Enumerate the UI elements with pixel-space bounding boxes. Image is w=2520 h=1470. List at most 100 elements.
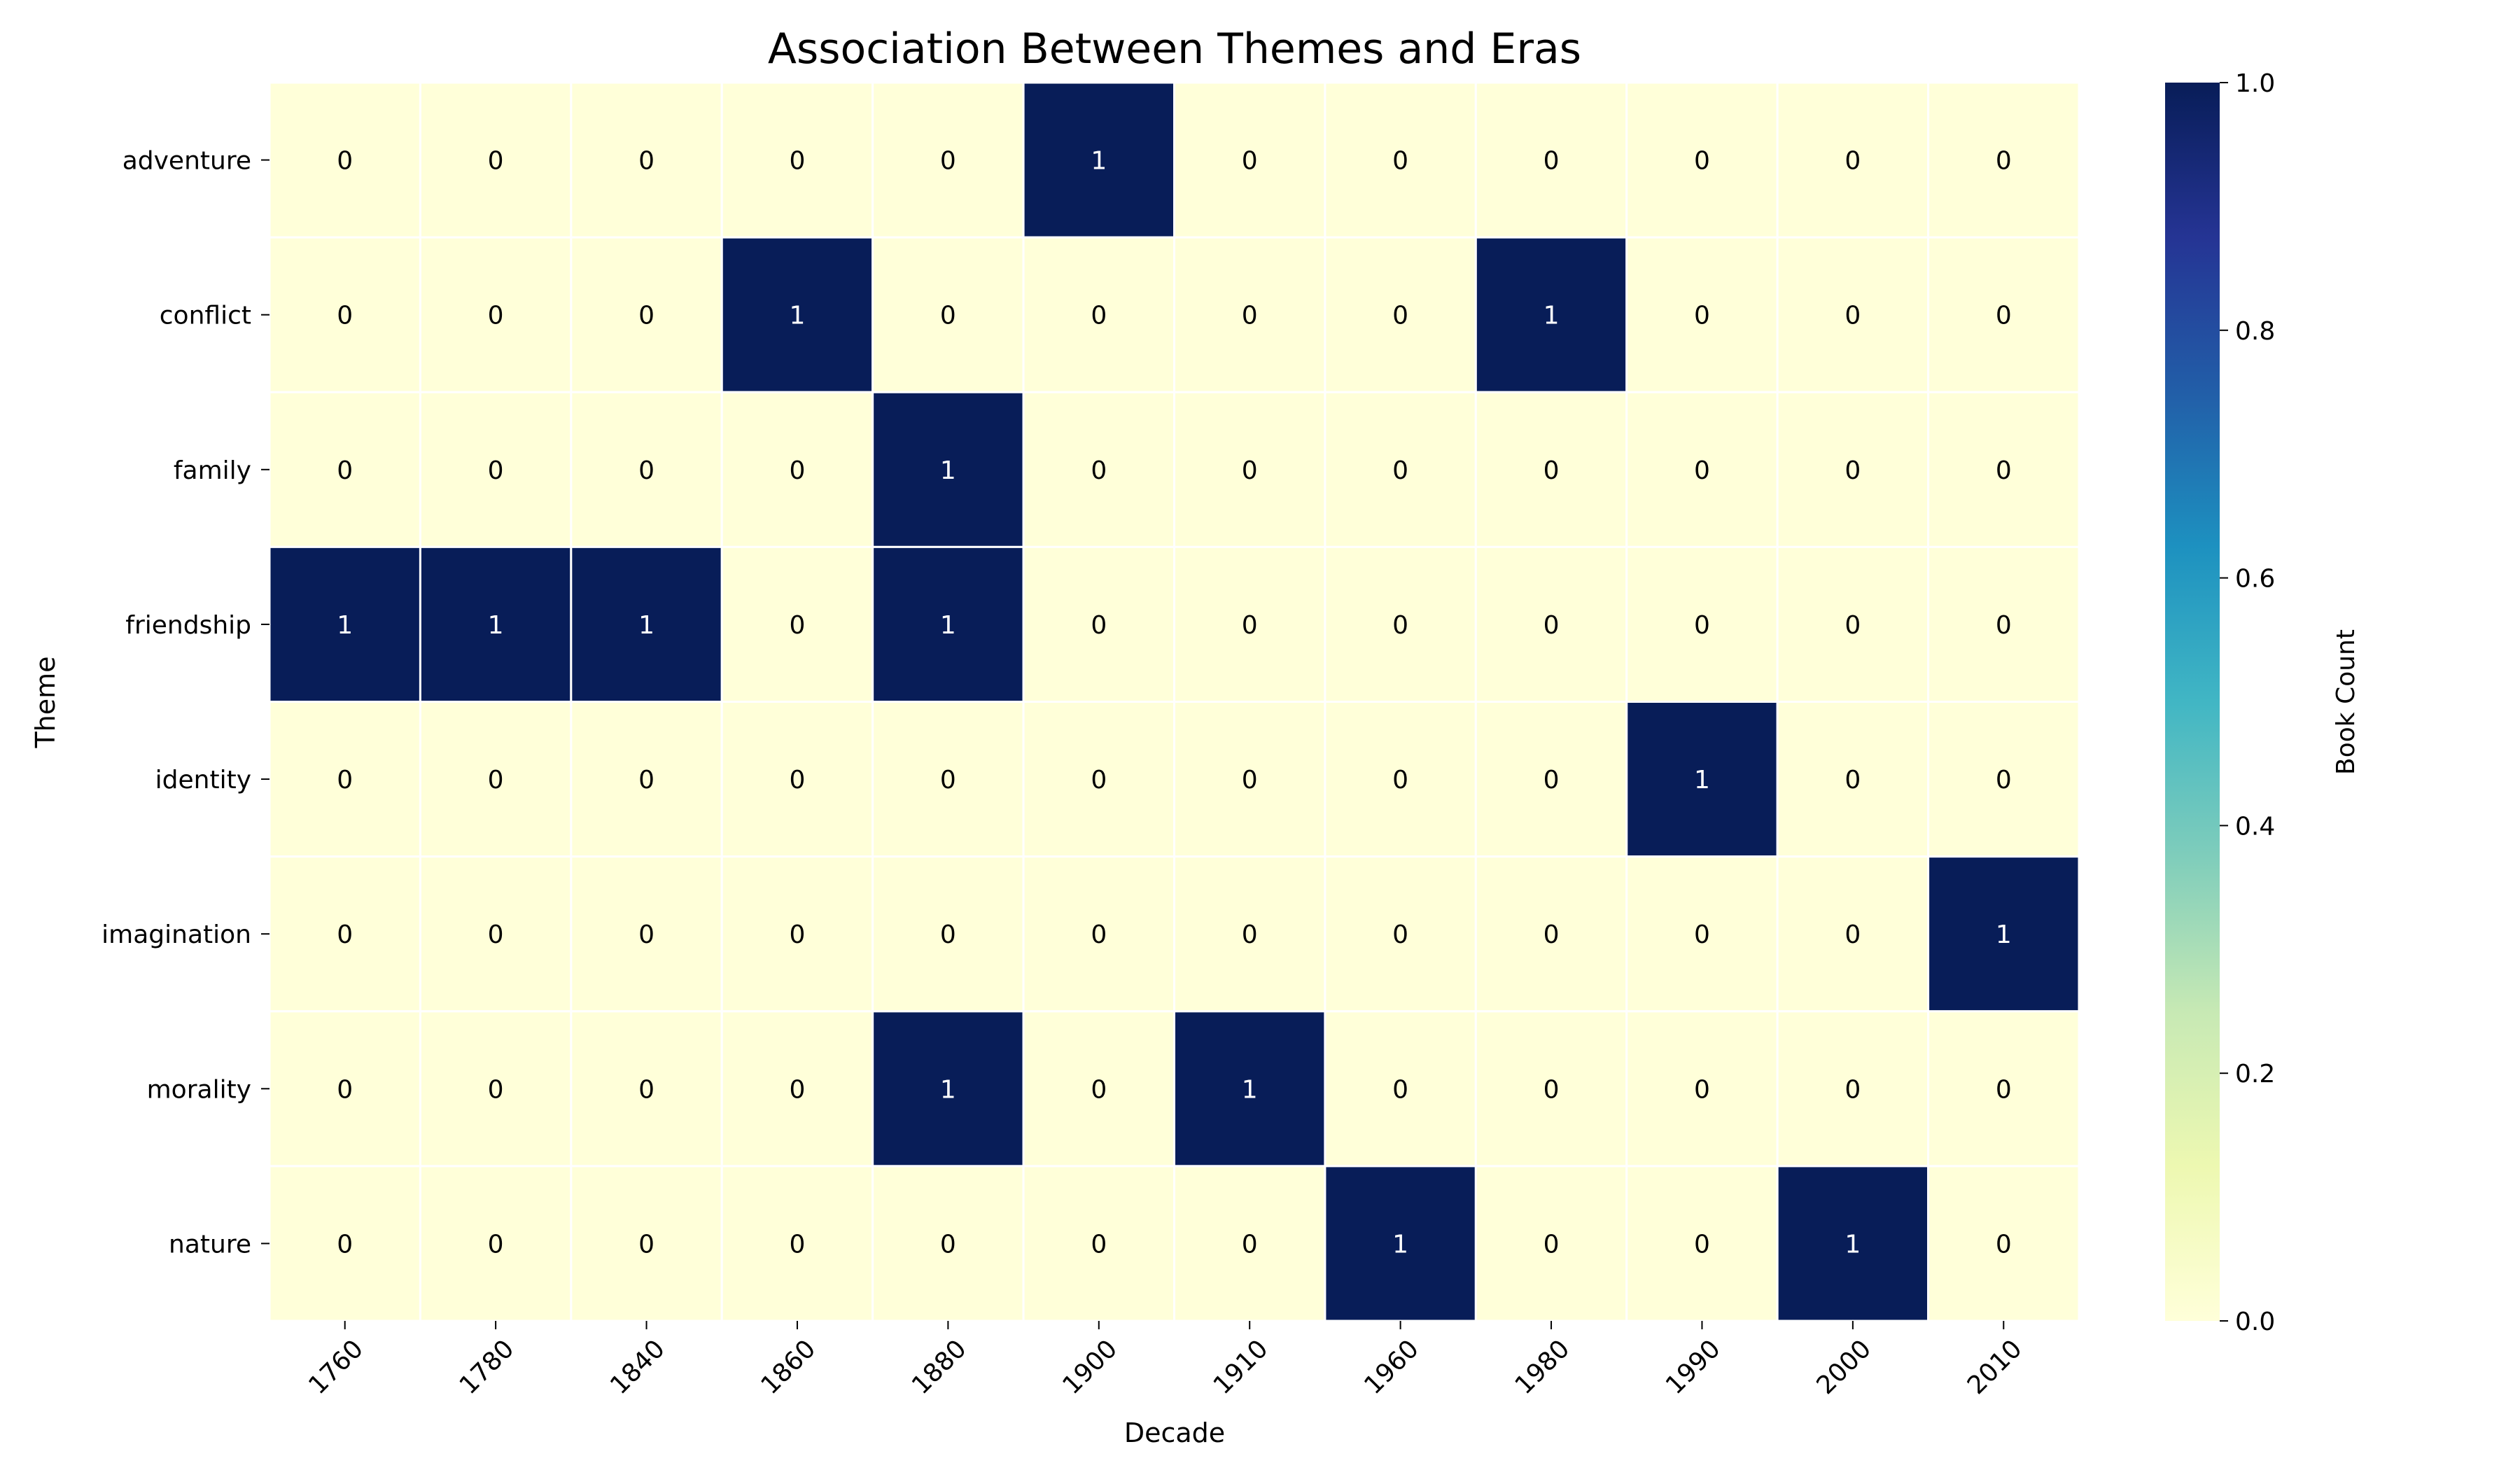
heatmap-cell xyxy=(419,236,573,393)
cell-value-label: 0 xyxy=(638,1230,654,1259)
cell-value-label: 1 xyxy=(1694,766,1710,794)
cell-value-label: 0 xyxy=(1091,456,1107,485)
cell-value-label: 0 xyxy=(337,456,353,485)
y-tick-label: family xyxy=(174,456,251,485)
cell-value-label: 0 xyxy=(1091,1230,1107,1259)
heatmap-cell xyxy=(872,81,1025,239)
cell-value-label: 0 xyxy=(790,611,806,640)
x-axis-label: Decade xyxy=(1124,1418,1225,1448)
cell-value-label: 0 xyxy=(337,766,353,794)
cell-value-label: 0 xyxy=(940,920,956,949)
cell-value-label: 0 xyxy=(940,147,956,176)
cell-value-label: 0 xyxy=(790,456,806,485)
heatmap-cell xyxy=(570,81,723,239)
heatmap-cell xyxy=(268,701,421,858)
cell-value-label: 0 xyxy=(1844,920,1861,949)
cell-value-label: 0 xyxy=(1242,766,1258,794)
y-tick-label: nature xyxy=(169,1230,251,1259)
heatmap-cell xyxy=(1776,1165,1930,1322)
colorbar xyxy=(2165,83,2220,1321)
cell-value-label: 0 xyxy=(1844,1075,1861,1104)
heatmap-cell xyxy=(1927,855,2080,1013)
heatmap-cell xyxy=(1324,236,1477,393)
cell-value-label: 0 xyxy=(1392,1075,1408,1104)
cell-value-label: 1 xyxy=(940,456,956,485)
cell-value-label: 0 xyxy=(1544,920,1560,949)
cell-value-label: 0 xyxy=(1996,147,2012,176)
heatmap-cell xyxy=(720,545,874,703)
heatmap-cell xyxy=(1625,1165,1779,1322)
heatmap-cell xyxy=(1022,545,1176,703)
cell-value-label: 0 xyxy=(1844,766,1861,794)
heatmap-cell xyxy=(1776,391,1930,548)
cell-value-label: 0 xyxy=(1694,920,1710,949)
cell-value-label: 0 xyxy=(337,920,353,949)
heatmap-cell xyxy=(1324,81,1477,239)
y-tick-label: conflict xyxy=(160,302,251,330)
cell-value-label: 1 xyxy=(337,611,353,640)
cell-value-label: 0 xyxy=(1694,1075,1710,1104)
heatmap-cell xyxy=(1173,236,1326,393)
cell-value-label: 0 xyxy=(488,147,504,176)
heatmap-cell xyxy=(1173,701,1326,858)
heatmap-cell xyxy=(419,701,573,858)
heatmap-cell xyxy=(1022,701,1176,858)
cell-value-label: 0 xyxy=(1242,611,1258,640)
heatmap-cell xyxy=(1474,545,1628,703)
heatmap-cell xyxy=(720,391,874,548)
cell-value-label: 0 xyxy=(790,1230,806,1259)
heatmap-cells xyxy=(268,81,2080,1322)
cell-value-label: 0 xyxy=(940,1230,956,1259)
cell-value-label: 0 xyxy=(1996,1230,2012,1259)
heatmap-cell xyxy=(1474,855,1628,1013)
y-tick-label: identity xyxy=(155,766,251,794)
x-axis: 1760 1780 1840 1860 1880 1900 1910 1960 1980 1990… xyxy=(303,1321,2028,1400)
colorbar-tick-label: 0.6 xyxy=(2235,565,2275,594)
cell-value-label: 0 xyxy=(1091,611,1107,640)
heatmap-cell xyxy=(1927,1165,2080,1322)
cell-value-label: 0 xyxy=(1242,1230,1258,1259)
heatmap-cell xyxy=(419,1010,573,1168)
y-axis-label: Theme xyxy=(30,656,61,748)
heatmap-cell xyxy=(720,1165,874,1322)
cell-value-label: 1 xyxy=(1544,302,1560,330)
cell-value-label: 0 xyxy=(337,147,353,176)
cell-value-label: 0 xyxy=(1242,456,1258,485)
cell-value-label: 0 xyxy=(638,1075,654,1104)
cell-value-label: 0 xyxy=(1392,302,1408,330)
x-tick-label: 1780 xyxy=(454,1334,520,1400)
cell-value-label: 0 xyxy=(1242,920,1258,949)
y-tick-label: morality xyxy=(147,1075,251,1104)
x-tick-label: 1880 xyxy=(906,1334,972,1400)
cell-value-label: 0 xyxy=(1544,1230,1560,1259)
cell-value-label: 0 xyxy=(1694,302,1710,330)
cell-value-label: 1 xyxy=(940,1075,956,1104)
heatmap-cell xyxy=(268,391,421,548)
heatmap-cell xyxy=(419,545,573,703)
cell-value-label: 0 xyxy=(488,302,504,330)
cell-value-label: 0 xyxy=(488,1230,504,1259)
heatmap-cell xyxy=(872,391,1025,548)
heatmap-cell xyxy=(872,1165,1025,1322)
y-tick-label: adventure xyxy=(122,147,251,176)
cell-value-label: 0 xyxy=(1996,766,2012,794)
x-tick-label: 1910 xyxy=(1208,1334,1274,1400)
heatmap-cell xyxy=(1173,1165,1326,1322)
cell-value-label: 0 xyxy=(1996,302,2012,330)
cell-value-label: 1 xyxy=(1242,1075,1258,1104)
cell-value-label: 1 xyxy=(790,302,806,330)
cell-value-label: 0 xyxy=(1694,456,1710,485)
heatmap-cell xyxy=(1173,1010,1326,1168)
heatmap-cell xyxy=(570,1010,723,1168)
y-tick-label: friendship xyxy=(125,611,251,640)
cell-value-label: 0 xyxy=(638,456,654,485)
cell-value-label: 0 xyxy=(1544,766,1560,794)
cell-value-label: 1 xyxy=(1392,1230,1408,1259)
cell-value-label: 0 xyxy=(940,302,956,330)
cell-value-label: 1 xyxy=(638,611,654,640)
cell-value-label: 0 xyxy=(790,920,806,949)
x-tick-label: 1840 xyxy=(605,1334,671,1400)
cell-value-label: 0 xyxy=(1091,1075,1107,1104)
cell-value-label: 0 xyxy=(1544,147,1560,176)
cell-value-label: 0 xyxy=(638,920,654,949)
